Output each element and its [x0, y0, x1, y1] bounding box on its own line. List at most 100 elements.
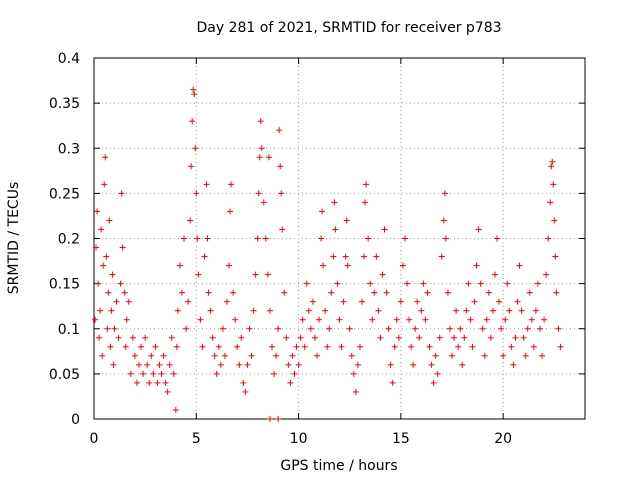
data-point	[539, 352, 546, 359]
data-point	[154, 379, 161, 386]
data-point	[359, 298, 366, 305]
data-point	[152, 343, 159, 350]
data-point	[168, 334, 175, 341]
data-point	[502, 316, 509, 323]
x-axis-label: GPS time / hours	[280, 458, 397, 474]
data-point	[127, 370, 134, 377]
data-point	[109, 271, 116, 278]
data-point	[211, 352, 218, 359]
data-point	[117, 280, 124, 287]
data-point	[293, 343, 300, 350]
data-point	[508, 343, 515, 350]
y-tick-label: 0.2	[58, 232, 80, 248]
data-point	[148, 352, 155, 359]
data-point	[548, 163, 555, 170]
data-point	[455, 343, 462, 350]
data-point	[404, 280, 411, 287]
data-point	[545, 235, 552, 242]
data-point	[530, 343, 537, 350]
data-point	[377, 334, 384, 341]
data-point	[440, 217, 447, 224]
data-point	[199, 343, 206, 350]
data-point	[363, 181, 370, 188]
data-point	[420, 280, 427, 287]
data-point	[285, 361, 292, 368]
data-point	[99, 352, 106, 359]
data-point	[518, 307, 525, 314]
data-point	[526, 289, 533, 296]
data-point	[95, 280, 102, 287]
x-tick-label: 20	[494, 431, 512, 447]
data-point	[428, 361, 435, 368]
data-point	[416, 334, 423, 341]
data-point	[481, 352, 488, 359]
data-point	[551, 217, 558, 224]
data-point	[487, 334, 494, 341]
data-point	[140, 370, 147, 377]
y-tick-label: 0.25	[49, 186, 80, 202]
data-point	[266, 416, 273, 422]
data-point	[473, 262, 480, 269]
data-point	[287, 379, 294, 386]
data-point	[275, 416, 282, 422]
data-point	[201, 253, 208, 260]
data-point	[213, 370, 220, 377]
data-point	[344, 262, 351, 269]
data-point	[307, 325, 314, 332]
data-point	[322, 307, 329, 314]
data-point	[326, 325, 333, 332]
data-point	[260, 199, 267, 206]
data-point	[191, 91, 198, 98]
data-point	[271, 370, 278, 377]
data-point	[219, 325, 226, 332]
data-point	[111, 325, 118, 332]
data-point	[178, 289, 185, 296]
data-point	[205, 289, 212, 296]
data-point	[118, 190, 125, 197]
data-point	[418, 307, 425, 314]
data-point	[258, 145, 265, 152]
data-point	[97, 307, 104, 314]
data-point	[181, 235, 188, 242]
data-point	[362, 199, 369, 206]
data-point	[479, 325, 486, 332]
data-point	[510, 361, 517, 368]
data-point	[414, 298, 421, 305]
data-point	[93, 244, 100, 251]
data-point	[475, 226, 482, 233]
data-point	[98, 226, 105, 233]
data-point	[221, 352, 228, 359]
data-point	[158, 370, 165, 377]
data-point	[496, 298, 503, 305]
data-point	[105, 289, 112, 296]
data-point	[301, 343, 308, 350]
data-point	[217, 361, 224, 368]
data-point	[108, 307, 115, 314]
data-point	[434, 370, 441, 377]
data-point	[463, 307, 470, 314]
data-point	[183, 325, 190, 332]
data-point	[436, 334, 443, 341]
y-tick-label: 0.05	[49, 367, 80, 383]
data-point	[387, 361, 394, 368]
data-point	[187, 217, 194, 224]
data-point	[223, 298, 230, 305]
data-point	[461, 334, 468, 341]
data-point	[192, 145, 199, 152]
data-point	[459, 361, 466, 368]
data-point	[401, 235, 408, 242]
data-point	[320, 262, 327, 269]
data-point	[549, 158, 556, 165]
data-point	[230, 289, 237, 296]
data-point	[195, 271, 202, 278]
data-point	[232, 316, 239, 323]
data-point	[334, 280, 341, 287]
data-point	[522, 352, 529, 359]
y-tick-label: 0.3	[58, 141, 80, 157]
data-point	[309, 298, 316, 305]
data-point	[469, 343, 476, 350]
data-point	[92, 316, 99, 323]
data-point	[94, 208, 101, 215]
data-point	[557, 343, 564, 350]
